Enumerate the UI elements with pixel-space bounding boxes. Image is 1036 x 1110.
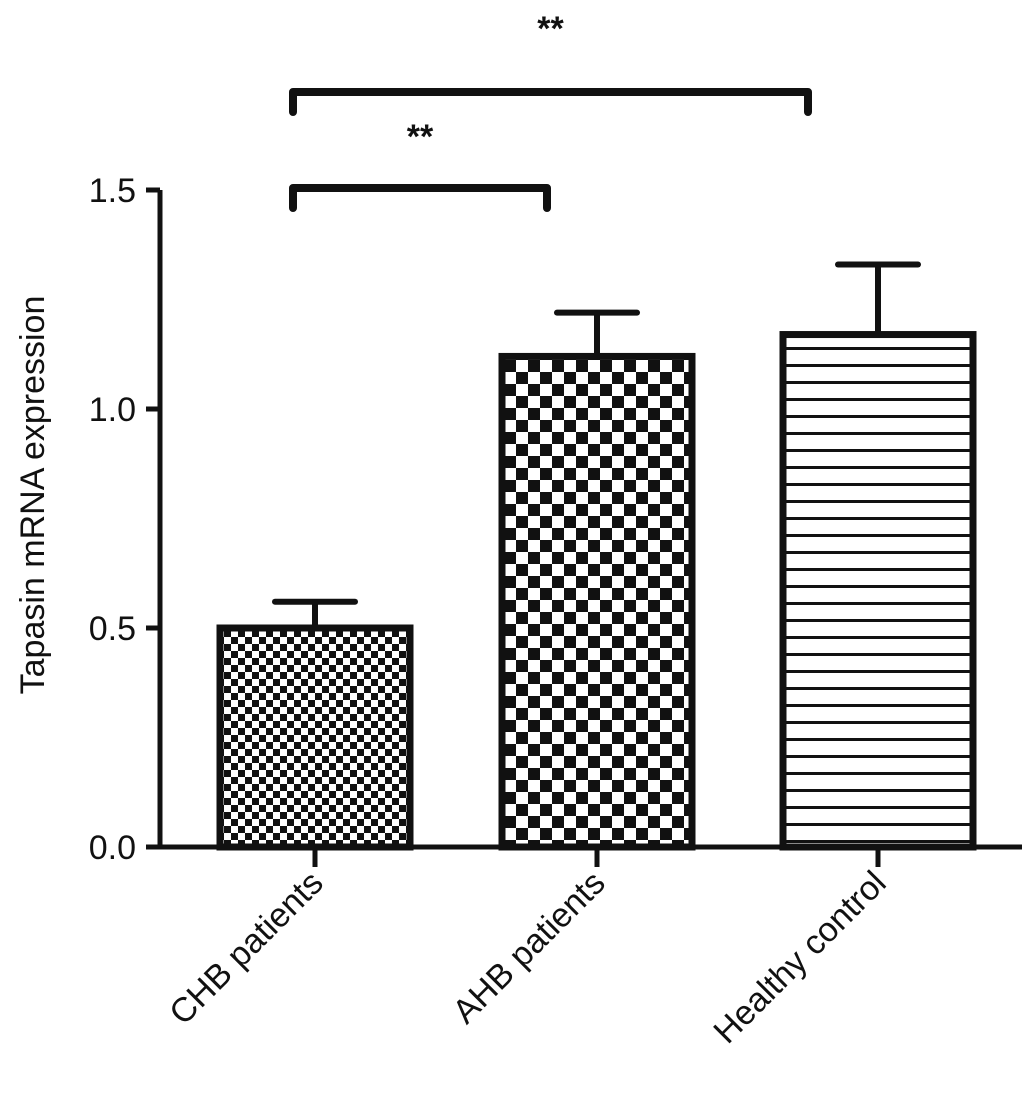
significance-brackets: ** ** [289, 10, 812, 212]
significance-bracket [289, 184, 551, 212]
significance-bracket [289, 88, 812, 116]
y-tick-label: 0.5 [89, 610, 136, 648]
category-labels: CHB patients AHB patients Healthy control [162, 864, 894, 1051]
category-label: AHB patients [445, 864, 612, 1031]
y-ticks: 0.0 0.5 1.0 1.5 [89, 172, 160, 867]
significance-label: ** [537, 10, 564, 48]
error-bars [272, 261, 921, 628]
bar-ahb-patients [498, 352, 696, 851]
category-label: CHB patients [162, 864, 331, 1033]
y-tick-label: 0.0 [89, 829, 136, 867]
bar-healthy-control [779, 331, 977, 851]
bars [216, 331, 977, 851]
category-label: Healthy control [706, 864, 893, 1051]
y-axis-title: Tapasin mRNA expression [14, 296, 52, 695]
significance-label: ** [407, 118, 434, 156]
y-tick-label: 1.0 [89, 391, 136, 429]
bar-chb-patients [216, 624, 414, 851]
y-tick-label: 1.5 [89, 172, 136, 210]
